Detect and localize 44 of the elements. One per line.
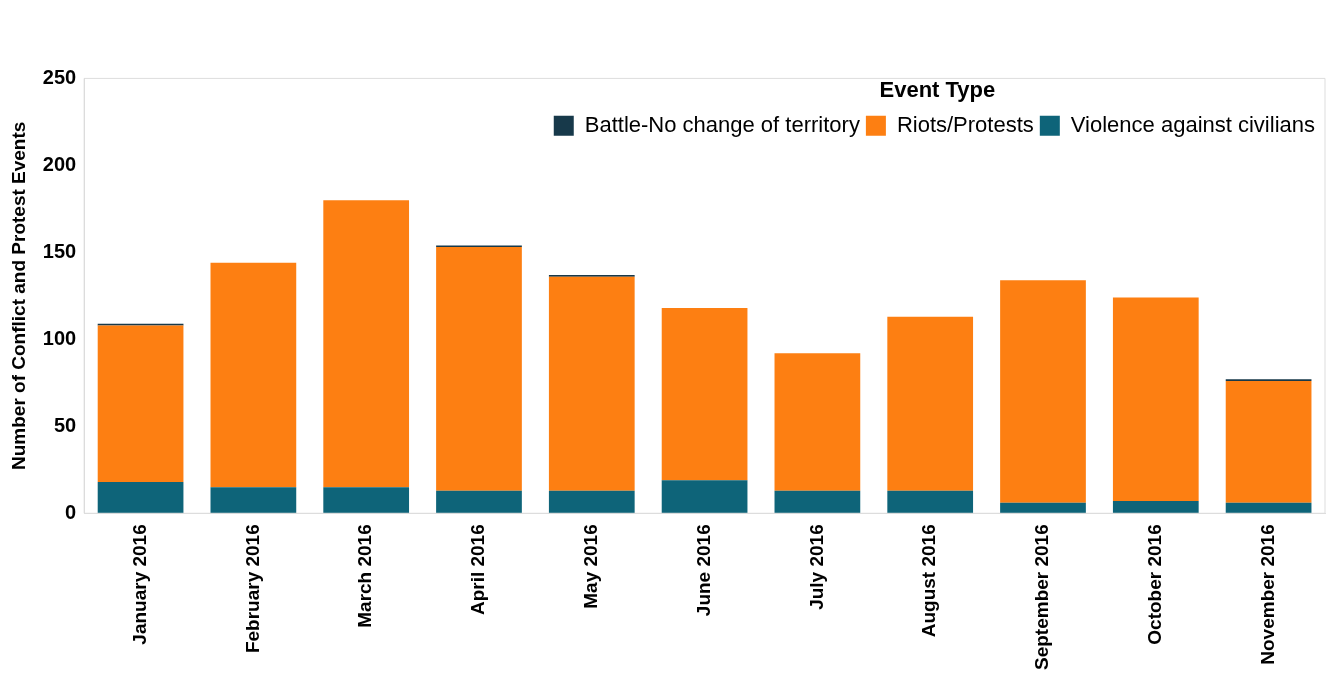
bar bbox=[1225, 381, 1312, 503]
bar bbox=[774, 490, 861, 514]
x-tick-label: March 2016 bbox=[354, 524, 376, 628]
bar bbox=[323, 200, 410, 488]
x-tick-label: June 2016 bbox=[692, 524, 714, 617]
legend-label: Battle-No change of territory bbox=[584, 111, 860, 137]
bar bbox=[436, 490, 522, 514]
bar bbox=[887, 490, 974, 514]
bar bbox=[1112, 501, 1199, 514]
bar bbox=[436, 247, 522, 491]
bar bbox=[210, 487, 297, 514]
bar bbox=[1112, 297, 1199, 502]
bar bbox=[1000, 280, 1086, 503]
x-tick-label: October 2016 bbox=[1144, 524, 1166, 645]
x-tick-label: August 2016 bbox=[918, 524, 940, 638]
bar bbox=[887, 316, 974, 491]
x-tick-label: April 2016 bbox=[467, 524, 489, 616]
y-tick-label: 200 bbox=[42, 152, 77, 175]
bar bbox=[210, 262, 297, 488]
x-tick-label: January 2016 bbox=[128, 524, 150, 645]
legend-label: Riots/Protests bbox=[896, 111, 1034, 137]
x-tick-label: July 2016 bbox=[805, 524, 827, 610]
bar bbox=[548, 276, 635, 491]
y-tick-label: 0 bbox=[65, 500, 77, 523]
bar bbox=[548, 490, 635, 514]
bar bbox=[661, 308, 748, 481]
legend-title: Event Type bbox=[879, 77, 996, 103]
bar bbox=[323, 487, 410, 514]
bar bbox=[97, 481, 184, 514]
x-tick-label: May 2016 bbox=[580, 524, 602, 609]
y-tick-label: 250 bbox=[42, 65, 77, 88]
legend-label: Violence against civilians bbox=[1070, 111, 1316, 137]
x-tick-label: September 2016 bbox=[1031, 524, 1053, 670]
bar bbox=[1225, 502, 1312, 514]
bar bbox=[661, 480, 748, 514]
y-tick-label: 150 bbox=[42, 239, 77, 262]
y-tick-label: 100 bbox=[42, 326, 77, 349]
bar bbox=[774, 353, 861, 491]
y-tick-label: 50 bbox=[53, 413, 77, 436]
bar bbox=[1000, 502, 1086, 514]
x-tick-label: November 2016 bbox=[1256, 524, 1278, 665]
x-tick-label: February 2016 bbox=[241, 524, 263, 654]
y-axis-title: Number of Conflict and Protest Events bbox=[7, 121, 29, 471]
bar bbox=[97, 325, 184, 482]
